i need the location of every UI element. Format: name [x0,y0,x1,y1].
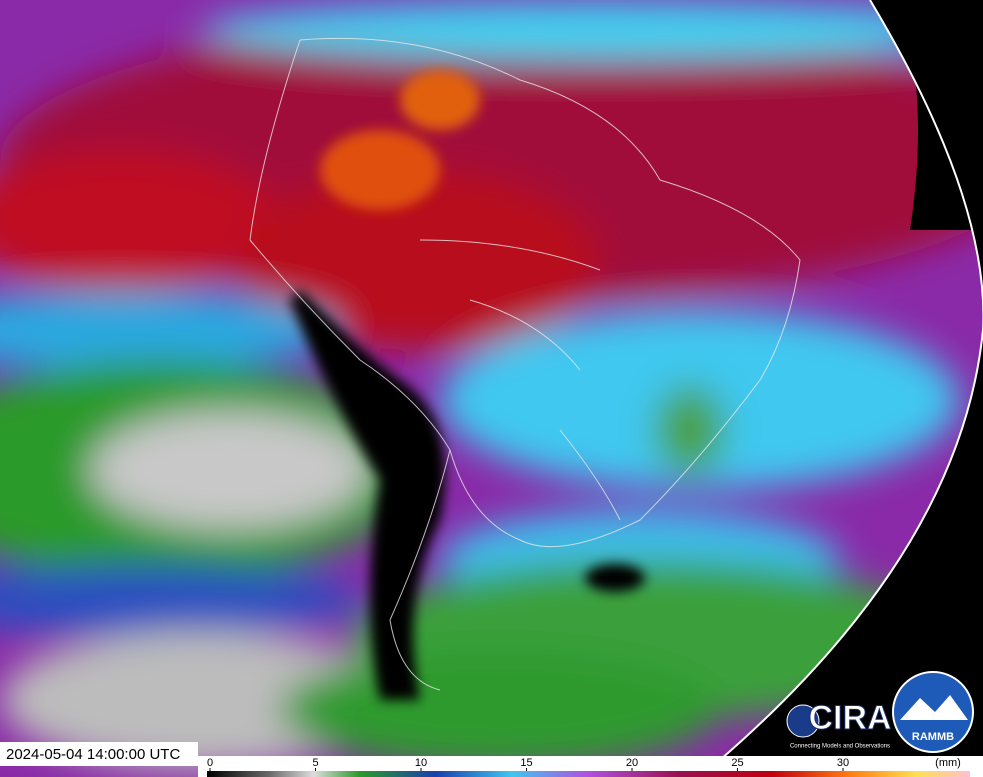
colorbar-tick-label: 20 [626,757,638,769]
cira-logo: CIRA Connecting Models and Observations [786,698,892,750]
rammb-name: RAMMB [912,731,954,743]
colorbar-tick-label: 0 [207,757,213,769]
timestamp-box [0,742,198,766]
colorbar-tick-label: 30 [837,757,849,769]
borders [249,37,801,691]
cira-tagline: Connecting Models and Observations [790,744,890,750]
colorbar [207,771,970,777]
colorbar-tick-label: 10 [415,757,427,769]
rammb-logo: RAMMB [892,671,974,753]
colorbar-tick-label: 15 [520,757,532,769]
colorbar-tick-label: 25 [731,757,743,769]
colorbar-tick-label: 5 [312,757,318,769]
timestamp: 2024-05-04 14:00:00 UTC [6,746,180,763]
colorbar-unit: (mm) [935,757,961,769]
cira-name: CIRA [808,699,891,737]
